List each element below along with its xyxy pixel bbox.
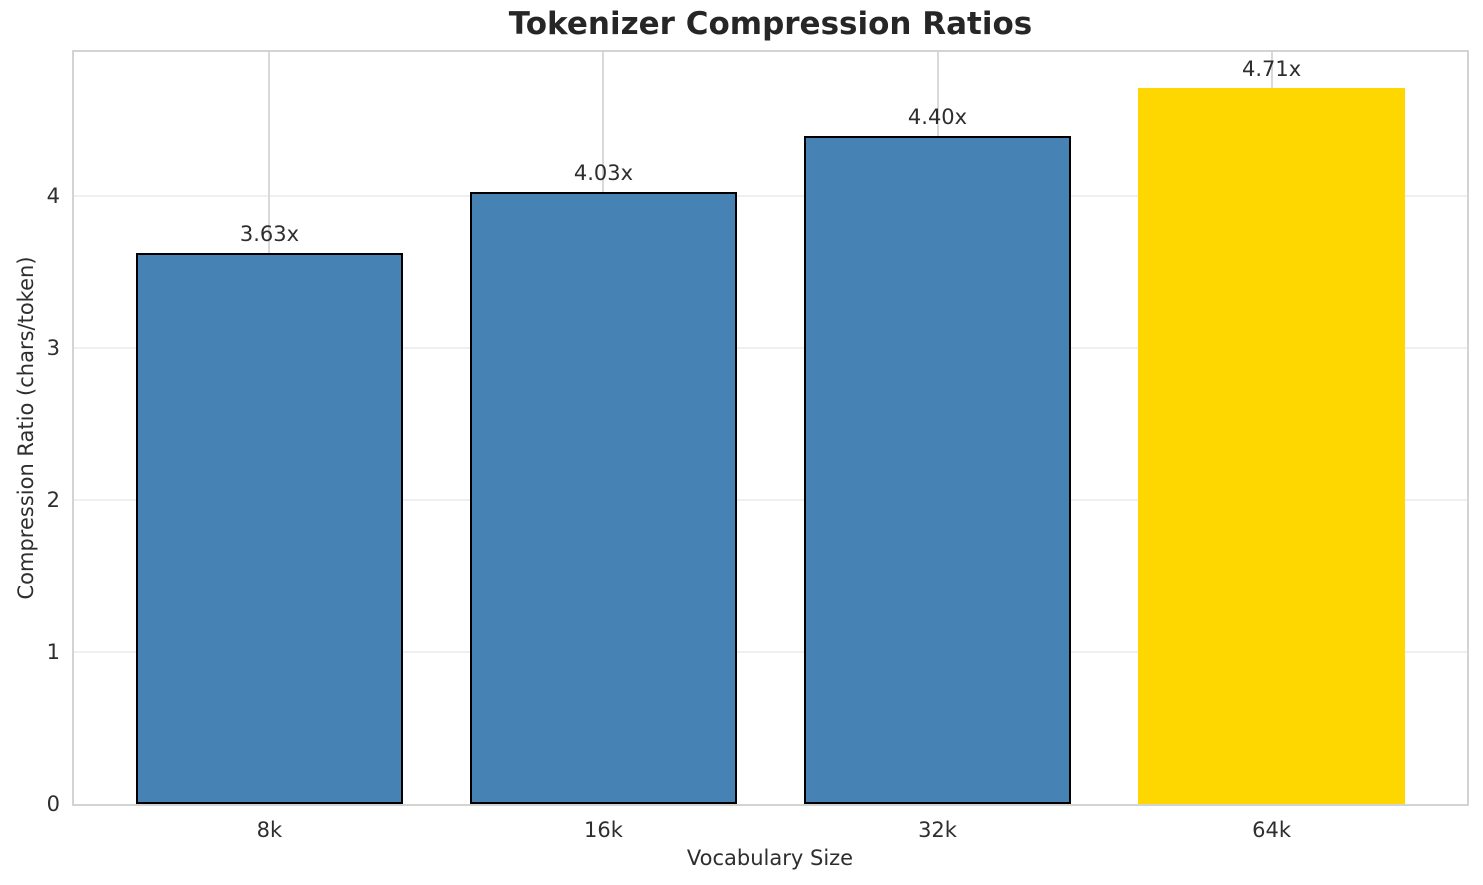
bar-layer: 3.63x 4.03x 4.40x 4.71x bbox=[74, 52, 1467, 804]
gridline-horizontal bbox=[74, 499, 1467, 502]
y-tick-label: 0 bbox=[46, 792, 60, 816]
x-tick-label: 64k bbox=[1252, 818, 1291, 842]
plot-area: 3.63x 4.03x 4.40x 4.71x bbox=[72, 50, 1469, 806]
gridline-horizontal bbox=[74, 651, 1467, 654]
gridline-horizontal bbox=[74, 347, 1467, 350]
bar-16k bbox=[469, 191, 738, 804]
chart-title: Tokenizer Compression Ratios bbox=[508, 6, 1033, 42]
x-axis-label: Vocabulary Size bbox=[686, 846, 854, 870]
y-axis-label: Compression Ratio (chars/token) bbox=[14, 256, 38, 600]
x-tick-label: 8k bbox=[256, 818, 283, 842]
bar-value-label: 3.63x bbox=[239, 221, 300, 246]
gridline-horizontal bbox=[74, 195, 1467, 198]
x-tick-label: 16k bbox=[584, 818, 623, 842]
y-tick-label: 3 bbox=[46, 336, 60, 361]
bar-32k bbox=[803, 135, 1072, 804]
y-tick-label: 1 bbox=[46, 640, 60, 665]
bar-64k bbox=[1137, 88, 1406, 804]
bar-8k bbox=[135, 252, 404, 804]
bar-value-label: 4.40x bbox=[907, 104, 968, 129]
y-tick-label: 2 bbox=[46, 488, 60, 513]
bar-value-label: 4.03x bbox=[573, 160, 634, 185]
y-tick-label: 4 bbox=[46, 184, 60, 209]
x-tick-label: 32k bbox=[918, 818, 957, 842]
bar-value-label: 4.71x bbox=[1241, 57, 1302, 82]
